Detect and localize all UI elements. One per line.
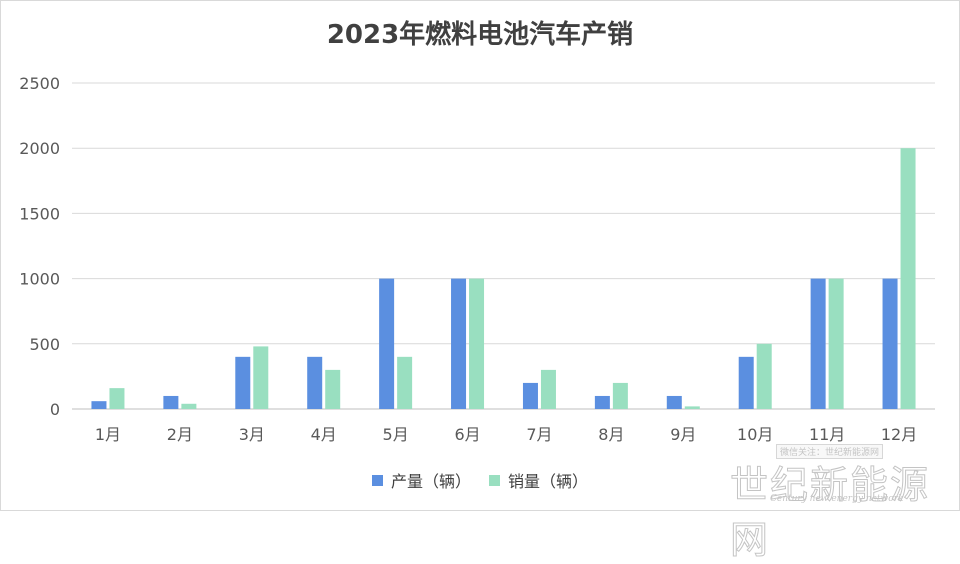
x-tick-label: 12月: [881, 425, 917, 444]
x-tick-label: 4月: [311, 425, 337, 444]
legend-swatch-production: [371, 474, 383, 486]
bar-sales: [828, 278, 844, 409]
x-tick-label: 2月: [167, 425, 193, 444]
legend-item-sales[interactable]: 销量（辆）: [489, 468, 588, 492]
bar-production: [379, 278, 395, 409]
x-tick-label: 7月: [526, 425, 552, 444]
y-tick-label: 1000: [19, 270, 60, 289]
x-tick-label: 10月: [737, 425, 773, 444]
x-tick-label: 6月: [454, 425, 480, 444]
watermark-top-text: 微信关注：世纪新能源网: [776, 444, 884, 459]
bar-sales: [469, 278, 485, 409]
y-tick-label: 2500: [19, 74, 60, 93]
bar-chart: 0 500 1000 1500 2000 2500 1月 2月 3月 4月 5月 6月 7月 8月 9月 10…: [19, 74, 935, 444]
y-tick-label: 1500: [19, 204, 60, 223]
bar-production: [91, 401, 107, 409]
chart-frame: [0, 0, 960, 511]
bar-sales: [684, 406, 700, 409]
bar-production: [810, 278, 826, 409]
watermark-sub-text: Century new energy network: [770, 494, 904, 504]
bar-production: [738, 356, 754, 409]
watermark-main-text: 世纪新能源网: [730, 463, 931, 563]
bar-production: [235, 356, 251, 409]
bar-sales: [397, 356, 413, 409]
legend: 产量（辆） 销量（辆）: [0, 468, 960, 492]
y-tick-label: 2000: [19, 139, 60, 158]
legend-label-sales: 销量（辆）: [508, 472, 589, 491]
watermark-logo: 微信关注：世纪新能源网 世纪新能源网 Century new energy ne…: [730, 444, 952, 563]
legend-swatch-sales: [489, 474, 500, 486]
legend-item-production[interactable]: 产量（辆）: [371, 468, 471, 492]
legend-label-production: 产量（辆）: [390, 472, 471, 491]
bar-production: [163, 395, 179, 409]
y-tick-label: 0: [50, 400, 60, 419]
x-tick-label: 1月: [95, 425, 121, 444]
x-tick-label: 5月: [383, 425, 409, 444]
x-tick-label: 8月: [598, 425, 624, 444]
bar-sales: [253, 346, 269, 409]
bar-sales: [181, 403, 197, 409]
bar-sales: [540, 369, 556, 409]
bar-sales: [900, 148, 916, 409]
bar-sales: [756, 343, 772, 409]
bar-sales: [109, 388, 125, 409]
chart-title: 2023年燃料电池汽车产销: [326, 20, 634, 50]
x-tick-label: 11月: [809, 425, 845, 444]
bar-production: [307, 356, 323, 409]
bar-sales: [325, 369, 341, 409]
bar-production: [666, 395, 682, 409]
bar-production: [522, 382, 538, 409]
x-tick-label: 9月: [670, 425, 696, 444]
bar-production: [451, 278, 467, 409]
bar-sales: [612, 382, 628, 409]
x-tick-label: 3月: [239, 425, 265, 444]
bar-production: [594, 395, 610, 409]
bar-production: [882, 278, 898, 409]
y-tick-label: 500: [29, 335, 60, 354]
